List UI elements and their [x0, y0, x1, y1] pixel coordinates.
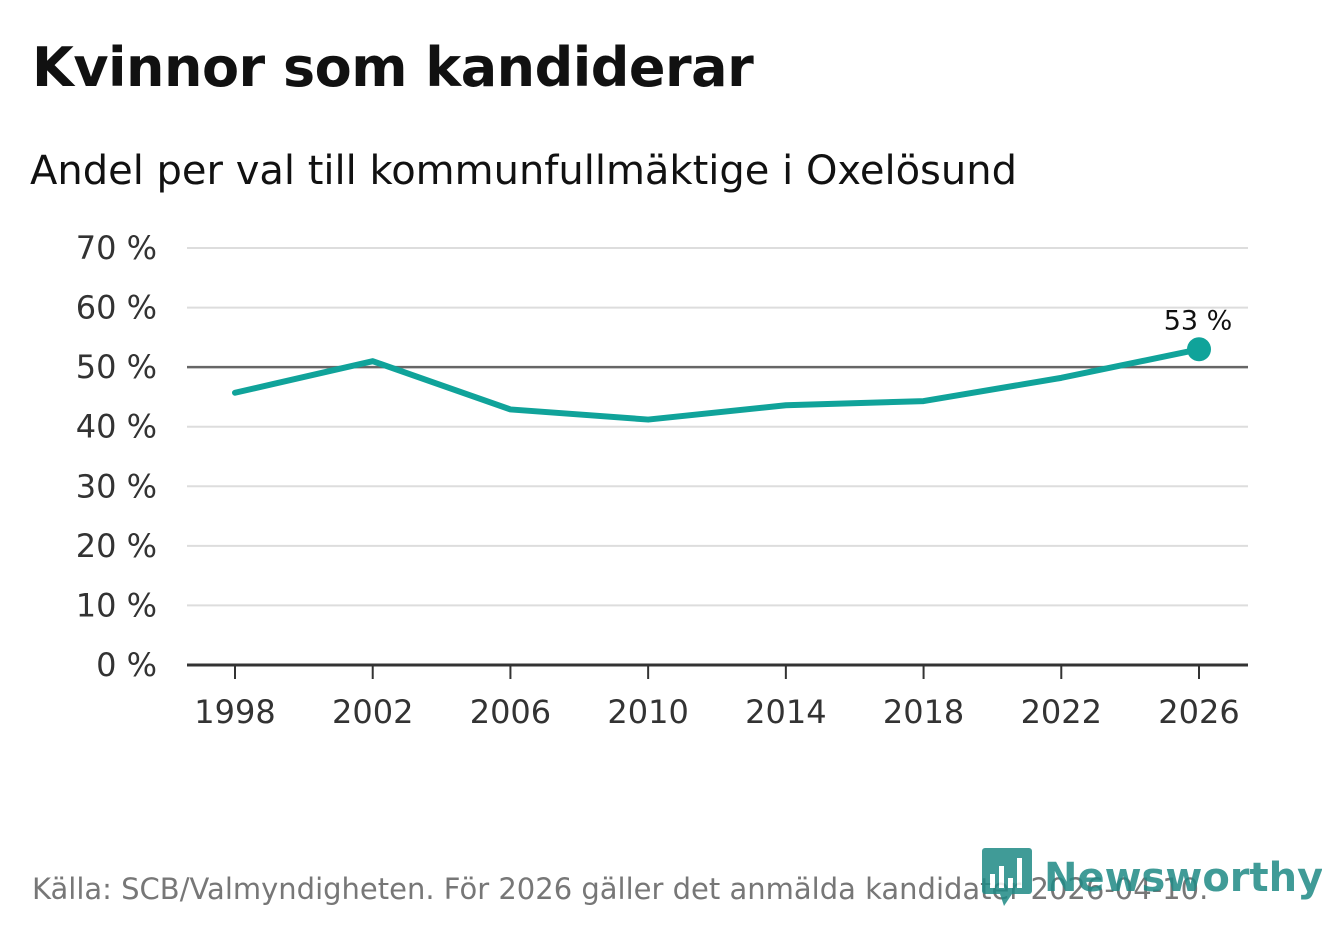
newsworthy-logo: Newsworthy: [982, 848, 1322, 908]
y-axis-tick-labels: 0 % 10 % 20 % 30 % 40 % 50 % 60 % 70 %: [76, 229, 157, 684]
y-tick-label: 50 %: [76, 348, 157, 386]
series-line: [232, 346, 1202, 423]
y-tick-label: 30 %: [76, 467, 157, 505]
y-tick-label: 40 %: [76, 408, 157, 446]
x-tick-label: 2018: [883, 693, 964, 731]
gridlines: [187, 247, 1248, 607]
y-tick-label: 10 %: [76, 586, 157, 624]
chart-title: Kvinnor som kandiderar: [32, 36, 754, 99]
y-tick-label: 60 %: [76, 289, 157, 327]
data-labels: 53 %: [1164, 305, 1233, 336]
x-tick-label: 2014: [745, 693, 826, 731]
y-tick-label: 0 %: [96, 646, 157, 684]
series-layer: [232, 337, 1211, 423]
x-tick-label: 2002: [332, 693, 413, 731]
bar-chart-speech-icon: [982, 848, 1032, 906]
y-tick-label: 70 %: [76, 229, 157, 267]
x-tick-label: 2022: [1021, 693, 1102, 731]
data-label: 53 %: [1164, 305, 1233, 336]
x-tick-label: 2006: [470, 693, 551, 731]
line-chart: 0 % 10 % 20 % 30 % 40 % 50 % 60 % 70 % 1998 2002…: [76, 229, 1248, 731]
x-tick-label: 2010: [607, 693, 688, 731]
y-tick-label: 20 %: [76, 527, 157, 565]
chart-subtitle: Andel per val till kommunfullmäktige i O…: [30, 148, 1017, 194]
x-axis: 1998 2002 2006 2010 2014 2018 2022 2026: [187, 663, 1248, 731]
x-tick-label: 2026: [1158, 693, 1239, 731]
brand-name: Newsworthy: [1044, 855, 1322, 901]
x-tick-label: 1998: [194, 693, 275, 731]
highlight-point: [1187, 337, 1211, 362]
